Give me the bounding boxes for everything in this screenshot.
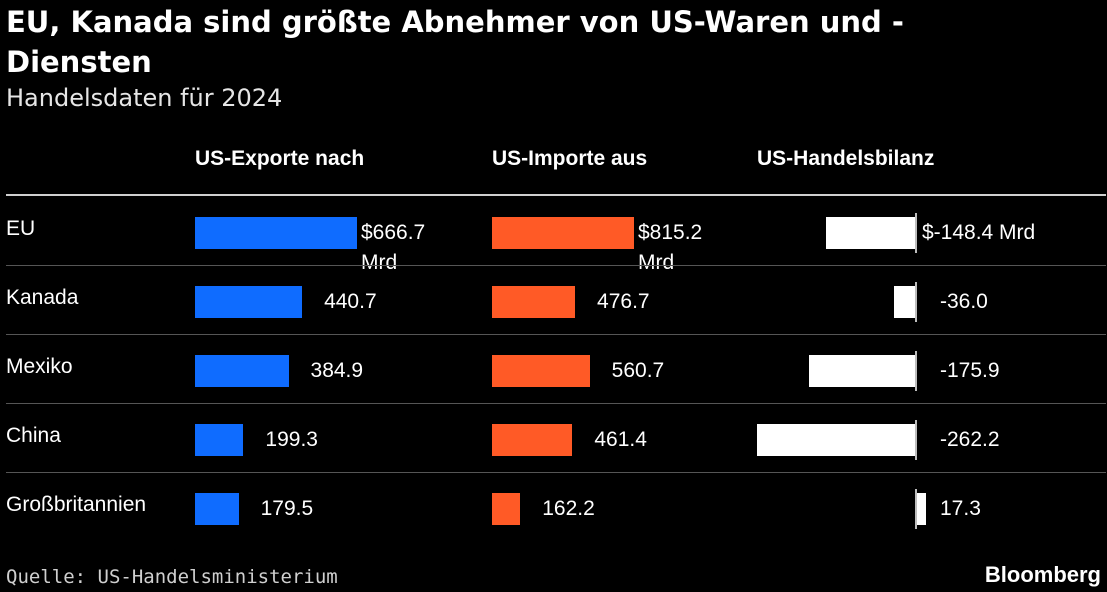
row-label-eu: EU (6, 217, 36, 240)
source-note: Quelle: US-Handelsministerium (6, 566, 338, 588)
bar-exports-mexiko (195, 355, 289, 387)
value-imports-eu: $815.2 Mrd (638, 221, 703, 274)
value-exports-mexiko: 384.9 (310, 359, 364, 382)
balance-zero-line (915, 282, 917, 322)
row-divider (6, 403, 1106, 404)
bar-balance-mexiko (809, 355, 916, 387)
bar-balance-eu (826, 217, 916, 249)
bar-imports-china (492, 424, 573, 456)
value-balance-mexiko: -175.9 (940, 359, 1000, 382)
bar-imports-gro-britannien (492, 493, 521, 525)
value-balance-china: -262.2 (940, 428, 1000, 451)
column-header-imports: US-Importe aus (492, 147, 648, 170)
value-balance-kanada: -36.0 (940, 290, 988, 313)
balance-zero-line (915, 351, 917, 391)
row-label-china: China (6, 424, 61, 447)
balance-zero-line (915, 420, 917, 460)
value-exports-kanada: 440.7 (324, 290, 377, 313)
value-imports-mexiko: 560.7 (611, 359, 665, 382)
bar-exports-china (195, 424, 244, 456)
row-label-kanada: Kanada (6, 286, 79, 309)
value-balance-eu: $-148.4 Mrd (922, 221, 1036, 244)
column-header-exports: US-Exporte nach (195, 147, 365, 170)
bar-balance-gro-britannien (916, 493, 927, 525)
bloomberg-logo: Bloomberg (984, 562, 1101, 587)
row-divider (6, 334, 1106, 335)
bar-imports-eu (492, 217, 634, 249)
bar-exports-eu (195, 217, 357, 249)
value-exports-eu: $666.7 Mrd (361, 221, 426, 274)
balance-zero-line (915, 213, 917, 253)
row-divider (6, 265, 1106, 266)
value-imports-china: 461.4 (594, 428, 647, 451)
value-exports-china: 199.3 (265, 428, 318, 451)
bar-balance-kanada (894, 286, 916, 318)
bar-imports-mexiko (492, 355, 590, 387)
value-balance-gro-britannien: 17.3 (940, 497, 981, 520)
balance-zero-line (915, 489, 917, 529)
chart-title: EU, Kanada sind größte Abnehmer von US-W… (6, 5, 904, 79)
value-imports-kanada: 476.7 (597, 290, 650, 313)
bar-balance-china (757, 424, 916, 456)
value-exports-gro-britannien: 179.5 (260, 497, 314, 520)
value-imports-gro-britannien: 162.2 (542, 497, 595, 520)
bar-imports-kanada (492, 286, 576, 318)
bar-exports-kanada (195, 286, 303, 318)
column-header-balance: US-Handelsbilanz (757, 147, 935, 170)
row-label-gro-britannien: Großbritannien (6, 493, 147, 516)
chart-subtitle: Handelsdaten für 2024 (6, 84, 283, 112)
header-rule (6, 194, 1106, 196)
row-divider (6, 472, 1106, 473)
row-label-mexiko: Mexiko (6, 355, 73, 378)
bar-exports-gro-britannien (195, 493, 239, 525)
